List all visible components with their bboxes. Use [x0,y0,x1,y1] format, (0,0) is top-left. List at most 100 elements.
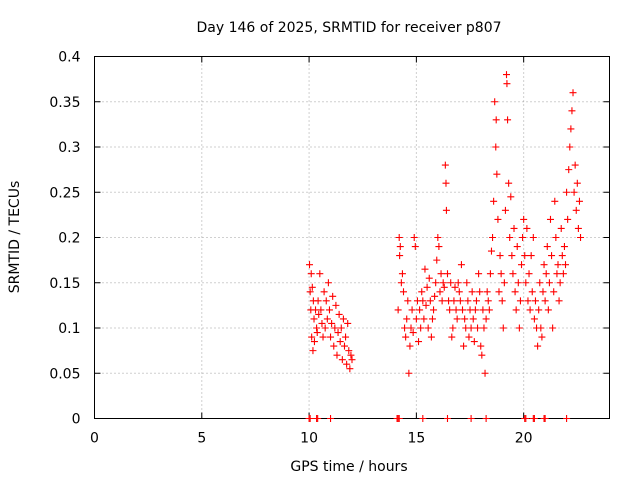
data-point [424,324,432,332]
data-point [546,215,554,223]
y-axis-label: SRMTID / TECUs [7,181,23,294]
data-point [518,261,526,269]
data-point [484,297,492,305]
data-point [562,261,570,269]
data-point [573,179,581,187]
data-point [342,333,350,341]
data-point [443,415,451,422]
data-point [419,415,427,422]
data-point [550,288,558,296]
data-point [428,315,436,323]
data-point [345,347,353,355]
data-point [527,252,535,260]
data-point [541,297,549,305]
data-point [457,261,465,269]
data-point [397,279,405,287]
data-point [493,170,501,178]
data-point [463,279,471,287]
data-point [521,252,529,260]
data-point [404,297,412,305]
data-point [418,288,426,296]
data-point [334,329,342,337]
data-point [316,270,324,278]
data-point [497,270,505,278]
data-point [468,288,476,296]
data-point [483,288,491,296]
data-point [459,306,467,314]
data-point [443,270,451,278]
data-point [476,288,484,296]
data-point [515,324,523,332]
y-tick-label: 0.15 [49,276,80,292]
data-point [474,324,482,332]
data-point [524,297,532,305]
data-point [503,71,510,79]
data-point [480,324,488,332]
data-point [529,234,537,241]
data-point [552,234,560,241]
data-point [569,89,577,97]
data-point [446,306,454,314]
data-point [327,415,335,422]
data-point [319,333,327,341]
data-point [344,319,352,327]
data-point [336,338,344,346]
data-point [308,283,316,291]
data-point [525,270,533,278]
data-point [398,270,406,278]
data-point [309,347,317,355]
data-point [339,315,347,323]
data-point [328,319,336,327]
data-point [534,342,542,350]
data-point [487,247,495,255]
data-point [347,351,355,359]
data-point [503,80,511,88]
data-point [337,324,345,332]
data-point [467,415,475,422]
data-point [511,288,519,296]
data-point [482,315,490,323]
data-point [432,279,440,287]
data-point [567,125,575,133]
data-point [406,342,414,350]
data-point [416,306,424,314]
data-point [412,315,420,323]
data-point [434,234,442,241]
x-tick-label: 20 [515,431,533,447]
data-point [313,329,321,337]
data-point [439,279,447,287]
data-point [492,143,500,151]
data-point [415,338,423,346]
data-point [535,306,543,314]
data-point [565,166,573,174]
data-point [395,234,403,241]
data-point [564,215,572,223]
data-point [558,252,566,260]
data-point [433,256,441,264]
data-point [394,306,402,314]
data-point [320,288,328,296]
data-point [563,415,571,422]
data-point [322,297,330,305]
data-point [400,288,407,296]
data-point [537,324,545,332]
data-point [314,297,322,305]
data-point [408,306,416,314]
data-point [496,252,504,260]
data-point [410,234,418,241]
data-point [536,279,544,287]
data-point [331,324,339,332]
data-point [454,279,462,287]
data-point [453,315,461,323]
data-point [340,342,348,350]
data-point [486,270,494,278]
data-point [427,333,435,341]
data-point [456,297,464,305]
data-point [530,415,538,422]
data-point [317,306,325,314]
data-point [335,310,343,318]
data-point [526,306,534,314]
data-point [435,243,443,251]
x-tick-labels: 0 5 10 15 20 [90,431,533,447]
data-point [330,342,338,350]
